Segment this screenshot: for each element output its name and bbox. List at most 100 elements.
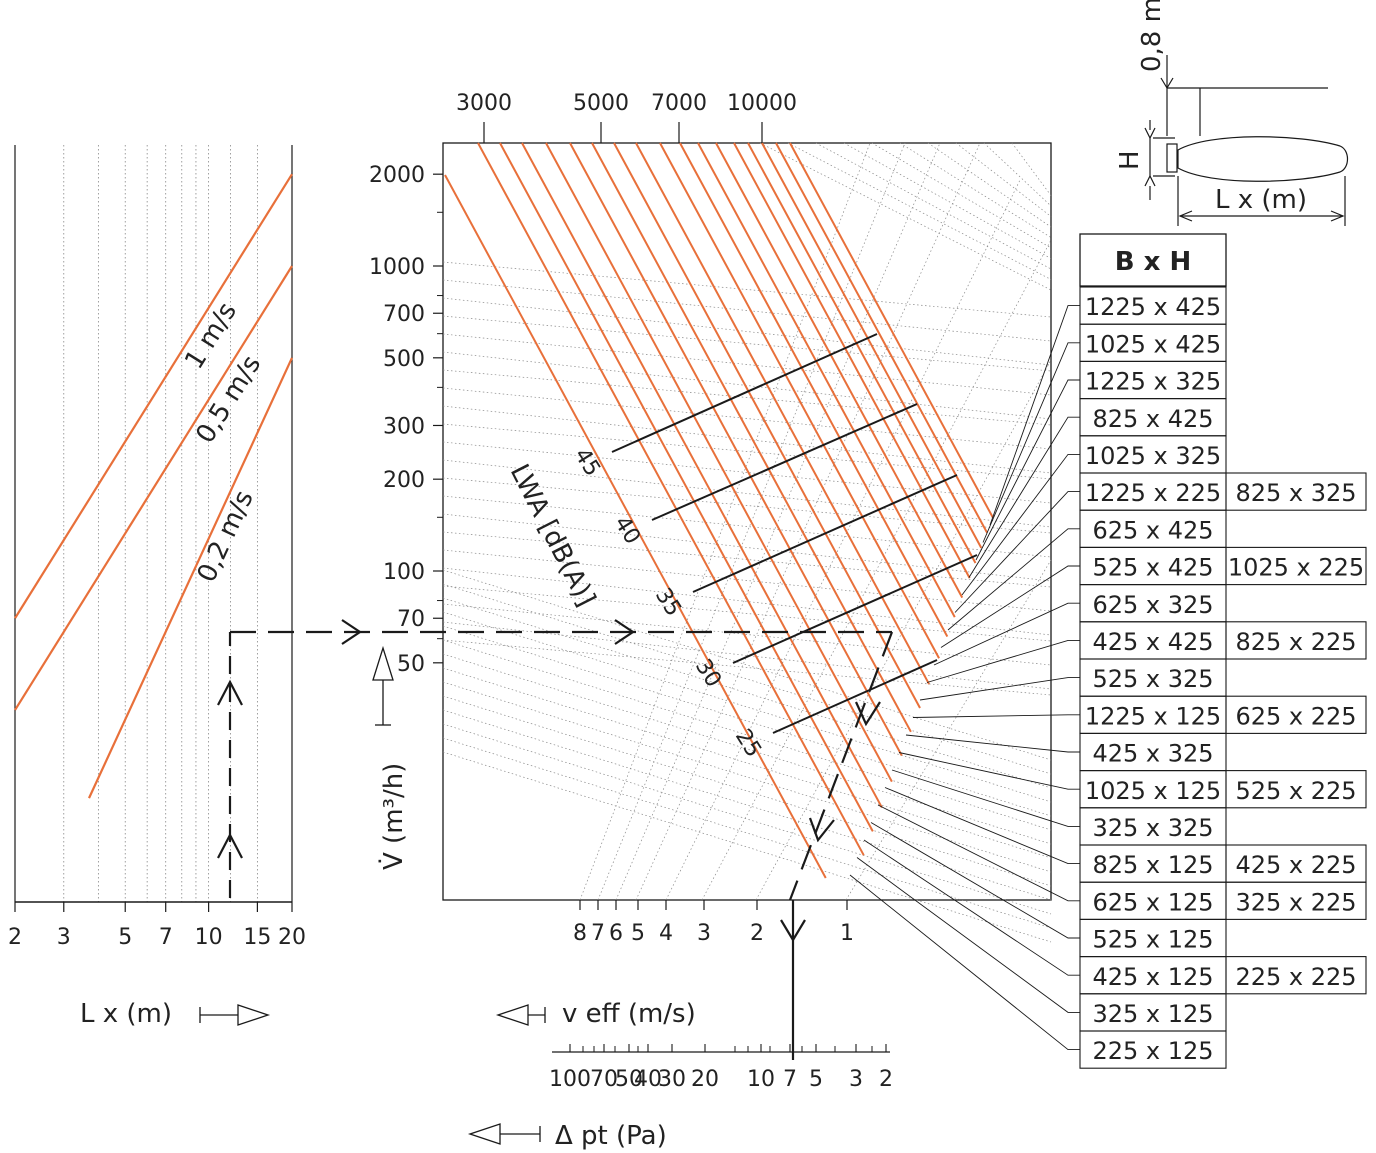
- sound-level-label: 45: [569, 444, 605, 481]
- flow-grid-line: [927, 142, 1052, 228]
- outlet-sketch: [1144, 55, 1349, 226]
- size-line: [521, 142, 883, 809]
- throw-arrow-icon: [199, 1004, 271, 1026]
- size-label: 1225 x 325: [1085, 368, 1221, 396]
- flow-grid-line: [442, 405, 1052, 474]
- size-line: [444, 174, 827, 879]
- size-leader: [968, 416, 1080, 578]
- flow-grid-line: [442, 751, 1052, 943]
- size-line: [733, 142, 971, 579]
- size-line: [613, 142, 921, 709]
- pressure-tick-label: 50: [615, 1067, 643, 1092]
- size-label: 225 x 225: [1235, 963, 1356, 991]
- pressure-tick-label: 30: [658, 1067, 686, 1092]
- size-label: 525 x 125: [1092, 926, 1213, 954]
- throw-tick-label: 20: [278, 925, 306, 950]
- throw-series-line: [14, 173, 293, 619]
- sketch-throw-label: L x (m): [1215, 185, 1307, 215]
- size-line: [591, 142, 912, 733]
- velocity-ray: [845, 559, 1052, 901]
- size-label: 1225 x 125: [1085, 702, 1221, 730]
- flow-tick-label: 500: [383, 347, 425, 372]
- size-label: 425 x 425: [1092, 628, 1213, 656]
- sound-label: LWA [dB(A)]: [504, 460, 601, 612]
- sound-level-line: [692, 474, 958, 593]
- size-leader: [926, 639, 1080, 683]
- flow-grid-line: [442, 603, 1052, 666]
- flow-tick-label: 2000: [369, 163, 425, 188]
- size-line: [789, 142, 994, 519]
- size-table-header-cell: [1079, 233, 1227, 287]
- sound-level-line: [611, 333, 878, 453]
- path-arrow-icon: [854, 701, 881, 727]
- velocity-tick-label: 1: [840, 921, 854, 946]
- flow-grid-line: [899, 142, 1052, 238]
- size-label: 825 x 425: [1092, 405, 1213, 433]
- velocity-arrow-icon: [495, 1004, 546, 1026]
- flow-tick-label: 70: [397, 607, 425, 632]
- size-cell: [1225, 695, 1367, 734]
- pressure-arrow-icon: [467, 1123, 541, 1145]
- size-table: B x H 1225 x 425 1025 x 425 1225 x 325 825 …: [849, 233, 1367, 1069]
- size-label: 425 x 325: [1092, 740, 1213, 768]
- velocity-label: v eff (m/s): [562, 999, 696, 1029]
- top-tick-label: 10000: [727, 91, 797, 116]
- throw-series-line: [14, 265, 293, 711]
- flow-grid-line: [787, 142, 1052, 280]
- flow-grid-line: [442, 315, 1052, 372]
- throw-series-label: 0,2 m/s: [192, 486, 260, 587]
- flow-grid-line: [442, 351, 1052, 420]
- velocity-ray: [579, 142, 871, 901]
- flow-grid-line: [871, 142, 1052, 249]
- flow-ylabel: V̇ (m³/h): [377, 763, 409, 870]
- throw-tick-label: 7: [159, 925, 173, 950]
- size-label: 1025 x 325: [1085, 442, 1221, 470]
- reading-path: [217, 619, 894, 1060]
- sound-level-line: [651, 403, 918, 521]
- flow-grid-line: [1011, 142, 1052, 196]
- size-line: [635, 142, 930, 685]
- throw-ticks: 2 3 5 7 10 15 20: [8, 902, 306, 950]
- size-label: 625 x 425: [1092, 516, 1213, 544]
- size-leader: [856, 857, 1080, 1013]
- size-leader: [905, 734, 1080, 753]
- velocity-tick-label: 3: [697, 921, 711, 946]
- pressure-label: Δ pt (Pa): [555, 1121, 667, 1151]
- size-label: 625 x 125: [1092, 888, 1213, 916]
- flow-tick-label: 100: [383, 560, 425, 585]
- throw-tick-label: 3: [57, 925, 71, 950]
- size-line: [715, 142, 964, 599]
- size-leader: [877, 804, 1080, 902]
- size-cell: [1225, 472, 1367, 511]
- size-leader: [982, 342, 1080, 543]
- size-leader: [912, 714, 1080, 718]
- path-arrow-icon: [614, 619, 635, 645]
- size-leader: [863, 839, 1080, 976]
- flow-grid-line: [442, 369, 1052, 426]
- size-leader: [849, 874, 1080, 1051]
- size-label: 525 x 225: [1235, 777, 1356, 805]
- pressure-tick-label: 20: [691, 1067, 719, 1092]
- velocity-tick-label: 7: [591, 921, 605, 946]
- throw-xlabel: L x (m): [80, 999, 172, 1029]
- velocity-tick-label: 6: [609, 921, 623, 946]
- pressure-tick-label: 5: [809, 1067, 823, 1092]
- size-leader: [898, 752, 1080, 790]
- size-leader: [870, 822, 1080, 939]
- flow-grid-line: [442, 423, 1052, 480]
- sound-level-line: [732, 554, 978, 664]
- flow-grid-line: [442, 567, 1052, 636]
- velocity-ray: [701, 239, 1052, 901]
- flow-grid-line: [442, 639, 1052, 696]
- size-line: [477, 142, 865, 856]
- flow-grid-line: [983, 142, 1052, 207]
- flow-grid-line: [442, 695, 1052, 887]
- flow-grid-line: [442, 681, 1052, 873]
- velocity-tick-label: 5: [631, 921, 645, 946]
- size-label: 1225 x 425: [1085, 293, 1221, 321]
- flow-grid-line: [442, 279, 1052, 342]
